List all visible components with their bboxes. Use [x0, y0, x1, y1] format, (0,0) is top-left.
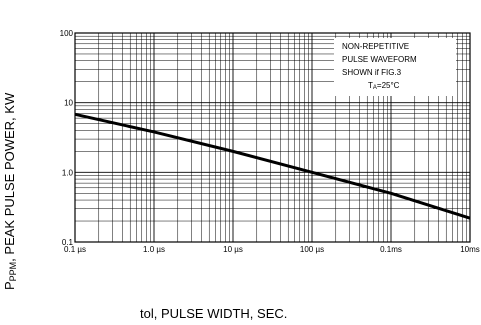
series-line [74, 112, 471, 220]
plot-frame [74, 32, 471, 243]
y-axis-label: PPPM, PEAK PULSE POWER, KW [2, 92, 18, 290]
y-tick-label: 100 [60, 29, 74, 38]
x-tick-label: 1.0 µs [143, 245, 165, 254]
annotation-temperature: TA=25°C [368, 81, 400, 91]
annotation-line-1: NON-REPETITIVE [342, 42, 409, 51]
x-tick-label: 100 µs [300, 245, 324, 254]
y-tick-label: 10 [64, 99, 73, 108]
tick-labels: 0.1 µs 1.0 µs 10 µs 100 µs 0.1ms 10ms 100 10 1.0… [60, 29, 480, 254]
y-axis-label-rest: , PEAK PULSE POWER, KW [2, 92, 17, 262]
series-group [74, 112, 471, 220]
x-tick-label: 0.1 µs [64, 245, 86, 254]
x-tick-label: 10ms [460, 245, 480, 254]
grid [74, 33, 470, 243]
annotation-line-3: SHOWN if FIG.3 [342, 68, 402, 77]
annotation-line-2: PULSE WAVEFORM [342, 55, 417, 64]
y-tick-label: 0.1 [62, 238, 74, 247]
y-tick-label: 1.0 [62, 168, 74, 177]
annotation-temp-rest: =25°C [377, 81, 400, 90]
y-axis-label-sub: PPM [8, 262, 18, 282]
annotation-temp-sub: A [373, 85, 377, 91]
y-axis-label-prefix: P [2, 281, 17, 290]
x-axis-label: tol, PULSE WIDTH, SEC. [140, 306, 287, 321]
annotation-temp-prefix: T [368, 81, 373, 90]
x-tick-label: 10 µs [223, 245, 243, 254]
annotation-box [334, 38, 456, 96]
x-tick-label: 0.1ms [380, 245, 402, 254]
